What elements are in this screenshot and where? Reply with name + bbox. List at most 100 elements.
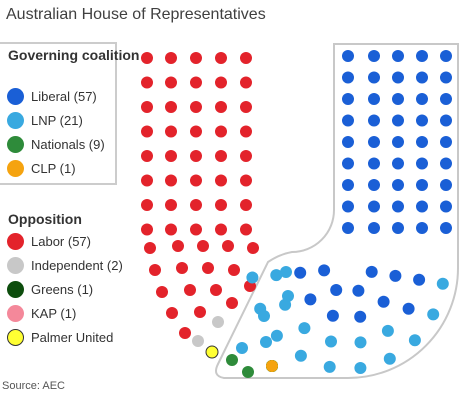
- opposition-seat-labor: [190, 150, 202, 162]
- government-seat-liberal: [416, 157, 428, 170]
- government-seat-liberal: [416, 114, 428, 127]
- opposition-seat-labor: [215, 101, 227, 113]
- opposition-seat-labor: [247, 242, 259, 254]
- government-seat-liberal: [416, 179, 428, 191]
- government-seat-liberal: [368, 157, 380, 170]
- government-seat-liberal: [416, 222, 428, 234]
- government-seat-liberal: [352, 284, 365, 297]
- government-seat-lnp: [383, 352, 396, 365]
- opposition-seat-labor: [240, 125, 252, 138]
- government-seat-nationals: [242, 366, 254, 378]
- government-seat-lnp: [298, 322, 311, 335]
- government-seat-liberal: [392, 50, 404, 62]
- opposition-seat-labor: [215, 76, 227, 89]
- government-seat-liberal: [368, 71, 380, 84]
- government-seat-liberal: [392, 222, 404, 234]
- opposition-seat-labor: [141, 101, 153, 113]
- legend-item-independent: Independent (2): [7, 255, 123, 275]
- opposition-seat-labor: [240, 101, 252, 113]
- government-legend-box: [0, 42, 117, 185]
- legend-label-nationals: Nationals (9): [31, 136, 105, 152]
- government-seat-liberal: [416, 136, 428, 148]
- government-seat-lnp: [258, 310, 270, 322]
- government-seat-lnp: [323, 360, 336, 373]
- opposition-seat-labor: [165, 76, 177, 89]
- government-seat-lnp: [408, 334, 421, 347]
- opposition-seat-labor: [179, 327, 191, 339]
- government-seat-lnp: [280, 266, 292, 278]
- legend-item-palmer-united: Palmer United: [7, 327, 113, 347]
- opposition-seat-labor: [240, 76, 252, 89]
- government-seat-liberal: [440, 200, 452, 213]
- government-seat-lnp: [270, 329, 283, 342]
- legend-label-liberal: Liberal (57): [31, 88, 97, 104]
- legend-item-liberal: Liberal (57): [7, 86, 97, 106]
- government-seat-liberal: [294, 266, 307, 279]
- government-seat-lnp: [260, 336, 272, 348]
- government-seat-liberal: [440, 93, 452, 105]
- government-seat-lnp: [381, 324, 394, 337]
- government-seat-clp: [266, 360, 278, 372]
- legend-item-kap: KAP (1): [7, 303, 76, 323]
- government-seat-liberal: [330, 284, 343, 296]
- nationals-swatch: [7, 135, 24, 153]
- opposition-seat-labor: [141, 76, 153, 89]
- government-seat-liberal: [326, 309, 339, 322]
- government-seat-lnp: [354, 336, 367, 349]
- opposition-seat-labor: [176, 262, 188, 274]
- government-seat-liberal: [392, 157, 404, 170]
- opposition-seat-labor: [141, 174, 153, 187]
- independent-swatch: [7, 256, 24, 274]
- opposition-seat-labor: [165, 125, 177, 138]
- government-seat-liberal: [392, 179, 404, 191]
- opposition-seat-labor: [165, 223, 177, 236]
- opposition-seat-labor: [190, 101, 202, 113]
- legend-item-clp: CLP (1): [7, 158, 76, 178]
- government-seat-lnp: [294, 349, 307, 362]
- opposition-seat-labor: [165, 150, 177, 162]
- government-seat-liberal: [440, 157, 452, 170]
- government-seat-liberal: [368, 222, 380, 234]
- opposition-seat-labor: [190, 125, 202, 138]
- opposition-seat-labor: [222, 240, 234, 252]
- opposition-seat-palmer-united: [205, 345, 219, 359]
- government-seat-liberal: [389, 269, 402, 282]
- government-seat-liberal: [365, 265, 378, 278]
- opposition-seat-labor: [194, 306, 206, 318]
- legend-item-greens: Greens (1): [7, 279, 93, 299]
- government-seat-lnp: [236, 342, 248, 354]
- government-seat-nationals: [226, 354, 238, 366]
- palmer-united-swatch: [7, 328, 24, 346]
- legend-label-palmer-united: Palmer United: [31, 329, 114, 345]
- opposition-seat-labor: [190, 76, 202, 89]
- opposition-legend-heading: Opposition: [8, 211, 82, 227]
- government-seat-liberal: [440, 71, 452, 84]
- greens-swatch: [7, 280, 24, 298]
- opposition-seat-labor: [215, 150, 227, 162]
- legend-label-independent: Independent (2): [31, 257, 123, 273]
- government-seat-liberal: [413, 273, 426, 286]
- clp-swatch: [7, 159, 24, 177]
- government-seat-liberal: [416, 71, 428, 84]
- legend-item-labor: Labor (57): [7, 231, 91, 251]
- seat-group: [141, 50, 452, 378]
- government-seat-liberal: [377, 295, 390, 308]
- opposition-seat-labor: [240, 52, 252, 64]
- government-seat-liberal: [368, 93, 380, 105]
- opposition-seat-labor: [215, 174, 227, 187]
- government-seat-liberal: [440, 136, 452, 148]
- labor-swatch: [7, 232, 24, 250]
- government-seat-liberal: [342, 114, 354, 127]
- government-seat-liberal: [368, 114, 380, 127]
- legend-label-clp: CLP (1): [31, 160, 76, 176]
- government-seat-liberal: [368, 136, 380, 148]
- opposition-seat-labor: [166, 307, 178, 319]
- opposition-seat-labor: [202, 262, 214, 274]
- opposition-seat-labor: [190, 174, 202, 187]
- kap-swatch: [7, 304, 24, 322]
- government-legend-heading: Governing coalition: [8, 47, 140, 63]
- source-note: Source: AEC: [2, 380, 65, 392]
- opposition-seat-independent: [212, 316, 224, 328]
- government-seat-lnp: [325, 335, 337, 348]
